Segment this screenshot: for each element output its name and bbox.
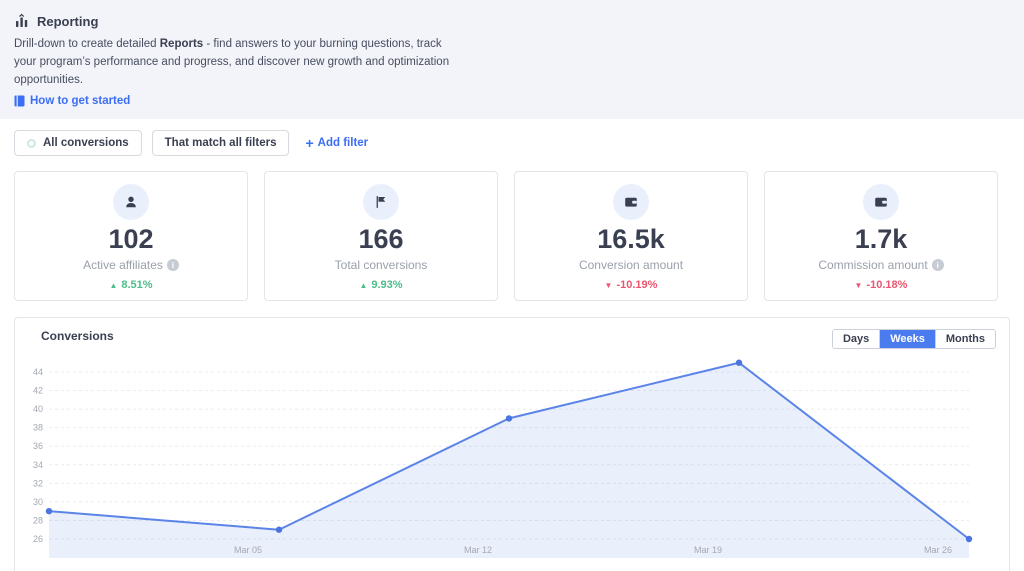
info-icon[interactable]: i — [166, 259, 179, 272]
description-text: Drill-down to create detailed — [14, 38, 160, 50]
reporting-header: Reporting Drill-down to create detailed … — [0, 0, 1024, 120]
stat-value: 102 — [108, 224, 154, 255]
stat-card-conversion-amount: 16.5k Conversion amount ▼ -10.19% — [514, 171, 748, 302]
trend-indicator: ▼ -10.19% — [523, 279, 739, 291]
user-icon — [123, 194, 139, 210]
trend-indicator: ▲ 9.93% — [273, 279, 489, 291]
trend-up-icon: ▲ — [359, 280, 368, 290]
match-all-filters-button[interactable]: That match all filters — [151, 130, 290, 157]
filter-bar: All conversions That match all filters +… — [0, 119, 1024, 167]
stats-row: 102 Active affiliates i ▲ 8.51% 166 Tota… — [14, 171, 998, 302]
trend-value: 9.93% — [371, 279, 403, 292]
page-description: Drill-down to create detailed Reports - … — [14, 36, 462, 89]
stat-label-text: Conversion amount — [578, 258, 684, 273]
stat-label: Total conversions — [273, 258, 489, 272]
stat-label-text: Total conversions — [334, 258, 428, 273]
svg-text:32: 32 — [33, 479, 43, 489]
stat-label: Conversion amount — [523, 258, 739, 272]
all-conversions-button[interactable]: All conversions — [14, 130, 142, 157]
svg-text:Mar 19: Mar 19 — [694, 545, 722, 555]
wallet-icon — [623, 194, 639, 210]
wallet-icon — [873, 194, 889, 210]
stat-label: Active affiliates i — [23, 258, 239, 272]
how-to-get-started-link[interactable]: How to get started — [14, 95, 130, 107]
match-all-filters-label: That match all filters — [164, 137, 277, 150]
stat-value: 1.7k — [854, 224, 908, 255]
trend-indicator: ▲ 8.51% — [23, 279, 239, 291]
flag-icon — [373, 194, 389, 210]
trend-value: -10.18% — [866, 279, 908, 292]
trend-indicator: ▼ -10.18% — [773, 279, 989, 291]
bar-chart-icon — [14, 13, 30, 29]
info-icon[interactable]: i — [931, 259, 944, 272]
range-days-button[interactable]: Days — [832, 330, 880, 349]
trend-down-icon: ▼ — [604, 280, 613, 290]
stat-value: 166 — [358, 224, 404, 255]
chart-range-toggle: Days Weeks Months — [831, 329, 996, 350]
svg-text:36: 36 — [33, 442, 43, 452]
trend-value: 8.51% — [121, 279, 153, 292]
stat-label: Commission amount i — [773, 258, 989, 272]
conversions-chart-card: Conversions Days Weeks Months 26 28 30 32 34… — [14, 317, 1010, 571]
how-to-get-started-label: How to get started — [30, 95, 131, 108]
add-filter-label: Add filter — [317, 137, 369, 150]
description-bold: Reports — [159, 38, 204, 50]
chart-title: Conversions — [41, 329, 114, 344]
range-months-button[interactable]: Months — [934, 330, 995, 349]
svg-text:30: 30 — [33, 497, 43, 507]
trend-down-icon: ▼ — [854, 280, 863, 290]
icon-circle — [613, 184, 649, 221]
svg-text:Mar 05: Mar 05 — [234, 545, 262, 555]
all-conversions-label: All conversions — [43, 137, 129, 150]
page-title: Reporting — [37, 13, 99, 29]
trend-up-icon: ▲ — [109, 280, 118, 290]
stat-card-active-affiliates: 102 Active affiliates i ▲ 8.51% — [14, 171, 248, 302]
stat-label-text: Commission amount — [818, 258, 928, 273]
svg-text:Mar 26: Mar 26 — [924, 545, 952, 555]
status-dot-icon — [27, 138, 36, 148]
range-weeks-button[interactable]: Weeks — [879, 330, 935, 349]
conversions-chart: 26 28 30 32 34 36 38 40 42 44 Mar 05 Mar 12 Mar 19 Ma… — [33, 359, 973, 559]
icon-circle — [863, 184, 899, 221]
description-text: - find answers to your burning questions… — [14, 38, 450, 86]
svg-text:40: 40 — [33, 405, 43, 415]
book-icon — [14, 95, 25, 107]
svg-text:26: 26 — [33, 534, 43, 544]
add-filter-button[interactable]: + Add filter — [299, 132, 374, 154]
plus-icon: + — [305, 135, 314, 152]
icon-circle — [363, 184, 399, 221]
trend-value: -10.19% — [616, 279, 658, 292]
svg-text:34: 34 — [33, 460, 43, 470]
stat-value: 16.5k — [597, 224, 665, 255]
svg-text:42: 42 — [33, 386, 43, 396]
svg-text:Mar 12: Mar 12 — [464, 545, 492, 555]
stat-label-text: Active affiliates — [83, 258, 163, 273]
svg-text:38: 38 — [33, 423, 43, 433]
stat-card-total-conversions: 166 Total conversions ▲ 9.93% — [264, 171, 498, 302]
stat-card-commission-amount: 1.7k Commission amount i ▼ -10.18% — [764, 171, 998, 302]
svg-text:44: 44 — [33, 367, 43, 377]
svg-text:28: 28 — [33, 516, 43, 526]
icon-circle — [113, 184, 149, 221]
